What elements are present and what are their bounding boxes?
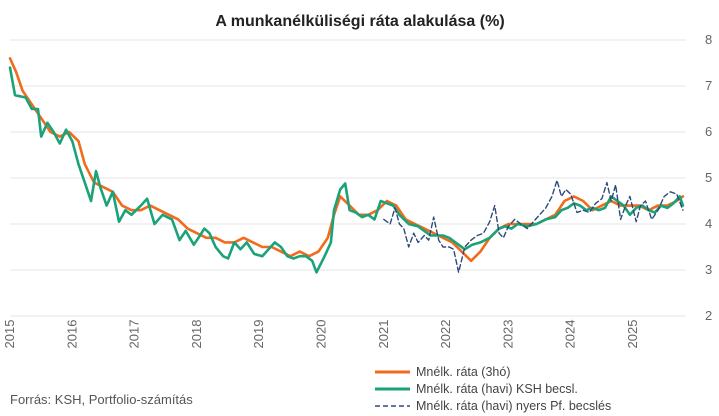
x-axis-ticks: 2015 2016 2017 2018 2019 2020 2021 2022 2023 2024… [2, 320, 640, 349]
y-axis-ticks: 2 3 4 5 6 7 8 [705, 32, 712, 323]
legend: Mnélk. ráta (3hó) Mnélk. ráta (havi) KSH … [375, 365, 611, 413]
y-tick-label: 3 [705, 262, 712, 277]
legend-label-1: Mnélk. ráta (3hó) [416, 365, 510, 379]
gridlines [10, 39, 686, 317]
x-tick-label: 2023 [500, 320, 515, 349]
x-tick-label: 2015 [2, 320, 17, 349]
x-tick-label: 2022 [438, 320, 453, 349]
x-tick-label: 2016 [64, 320, 79, 349]
series-line-3 [383, 179, 684, 273]
x-tick-label: 2021 [376, 320, 391, 349]
x-tick-label: 2019 [251, 320, 266, 349]
y-tick-label: 2 [705, 308, 712, 323]
y-tick-label: 4 [705, 216, 712, 231]
y-tick-label: 7 [705, 78, 712, 93]
source-note: Forrás: KSH, Portfolio-számítás [10, 392, 193, 407]
series-line-2 [8, 66, 685, 274]
x-tick-label: 2024 [563, 320, 578, 349]
x-tick-label: 2025 [625, 320, 640, 349]
series-line-1 [8, 57, 685, 263]
x-tick-label: 2020 [314, 320, 329, 349]
legend-label-2: Mnélk. ráta (havi) KSH becsl. [416, 382, 578, 396]
y-tick-label: 8 [705, 32, 712, 47]
y-tick-label: 5 [705, 170, 712, 185]
chart-title: A munkanélküliségi ráta alakulása (%) [215, 13, 504, 30]
y-tick-label: 6 [705, 124, 712, 139]
x-tick-label: 2018 [189, 320, 204, 349]
x-tick-label: 2017 [127, 320, 142, 349]
series-lines [8, 57, 685, 274]
legend-label-3: Mnélk. ráta (havi) nyers Pf. becslés [416, 399, 611, 413]
